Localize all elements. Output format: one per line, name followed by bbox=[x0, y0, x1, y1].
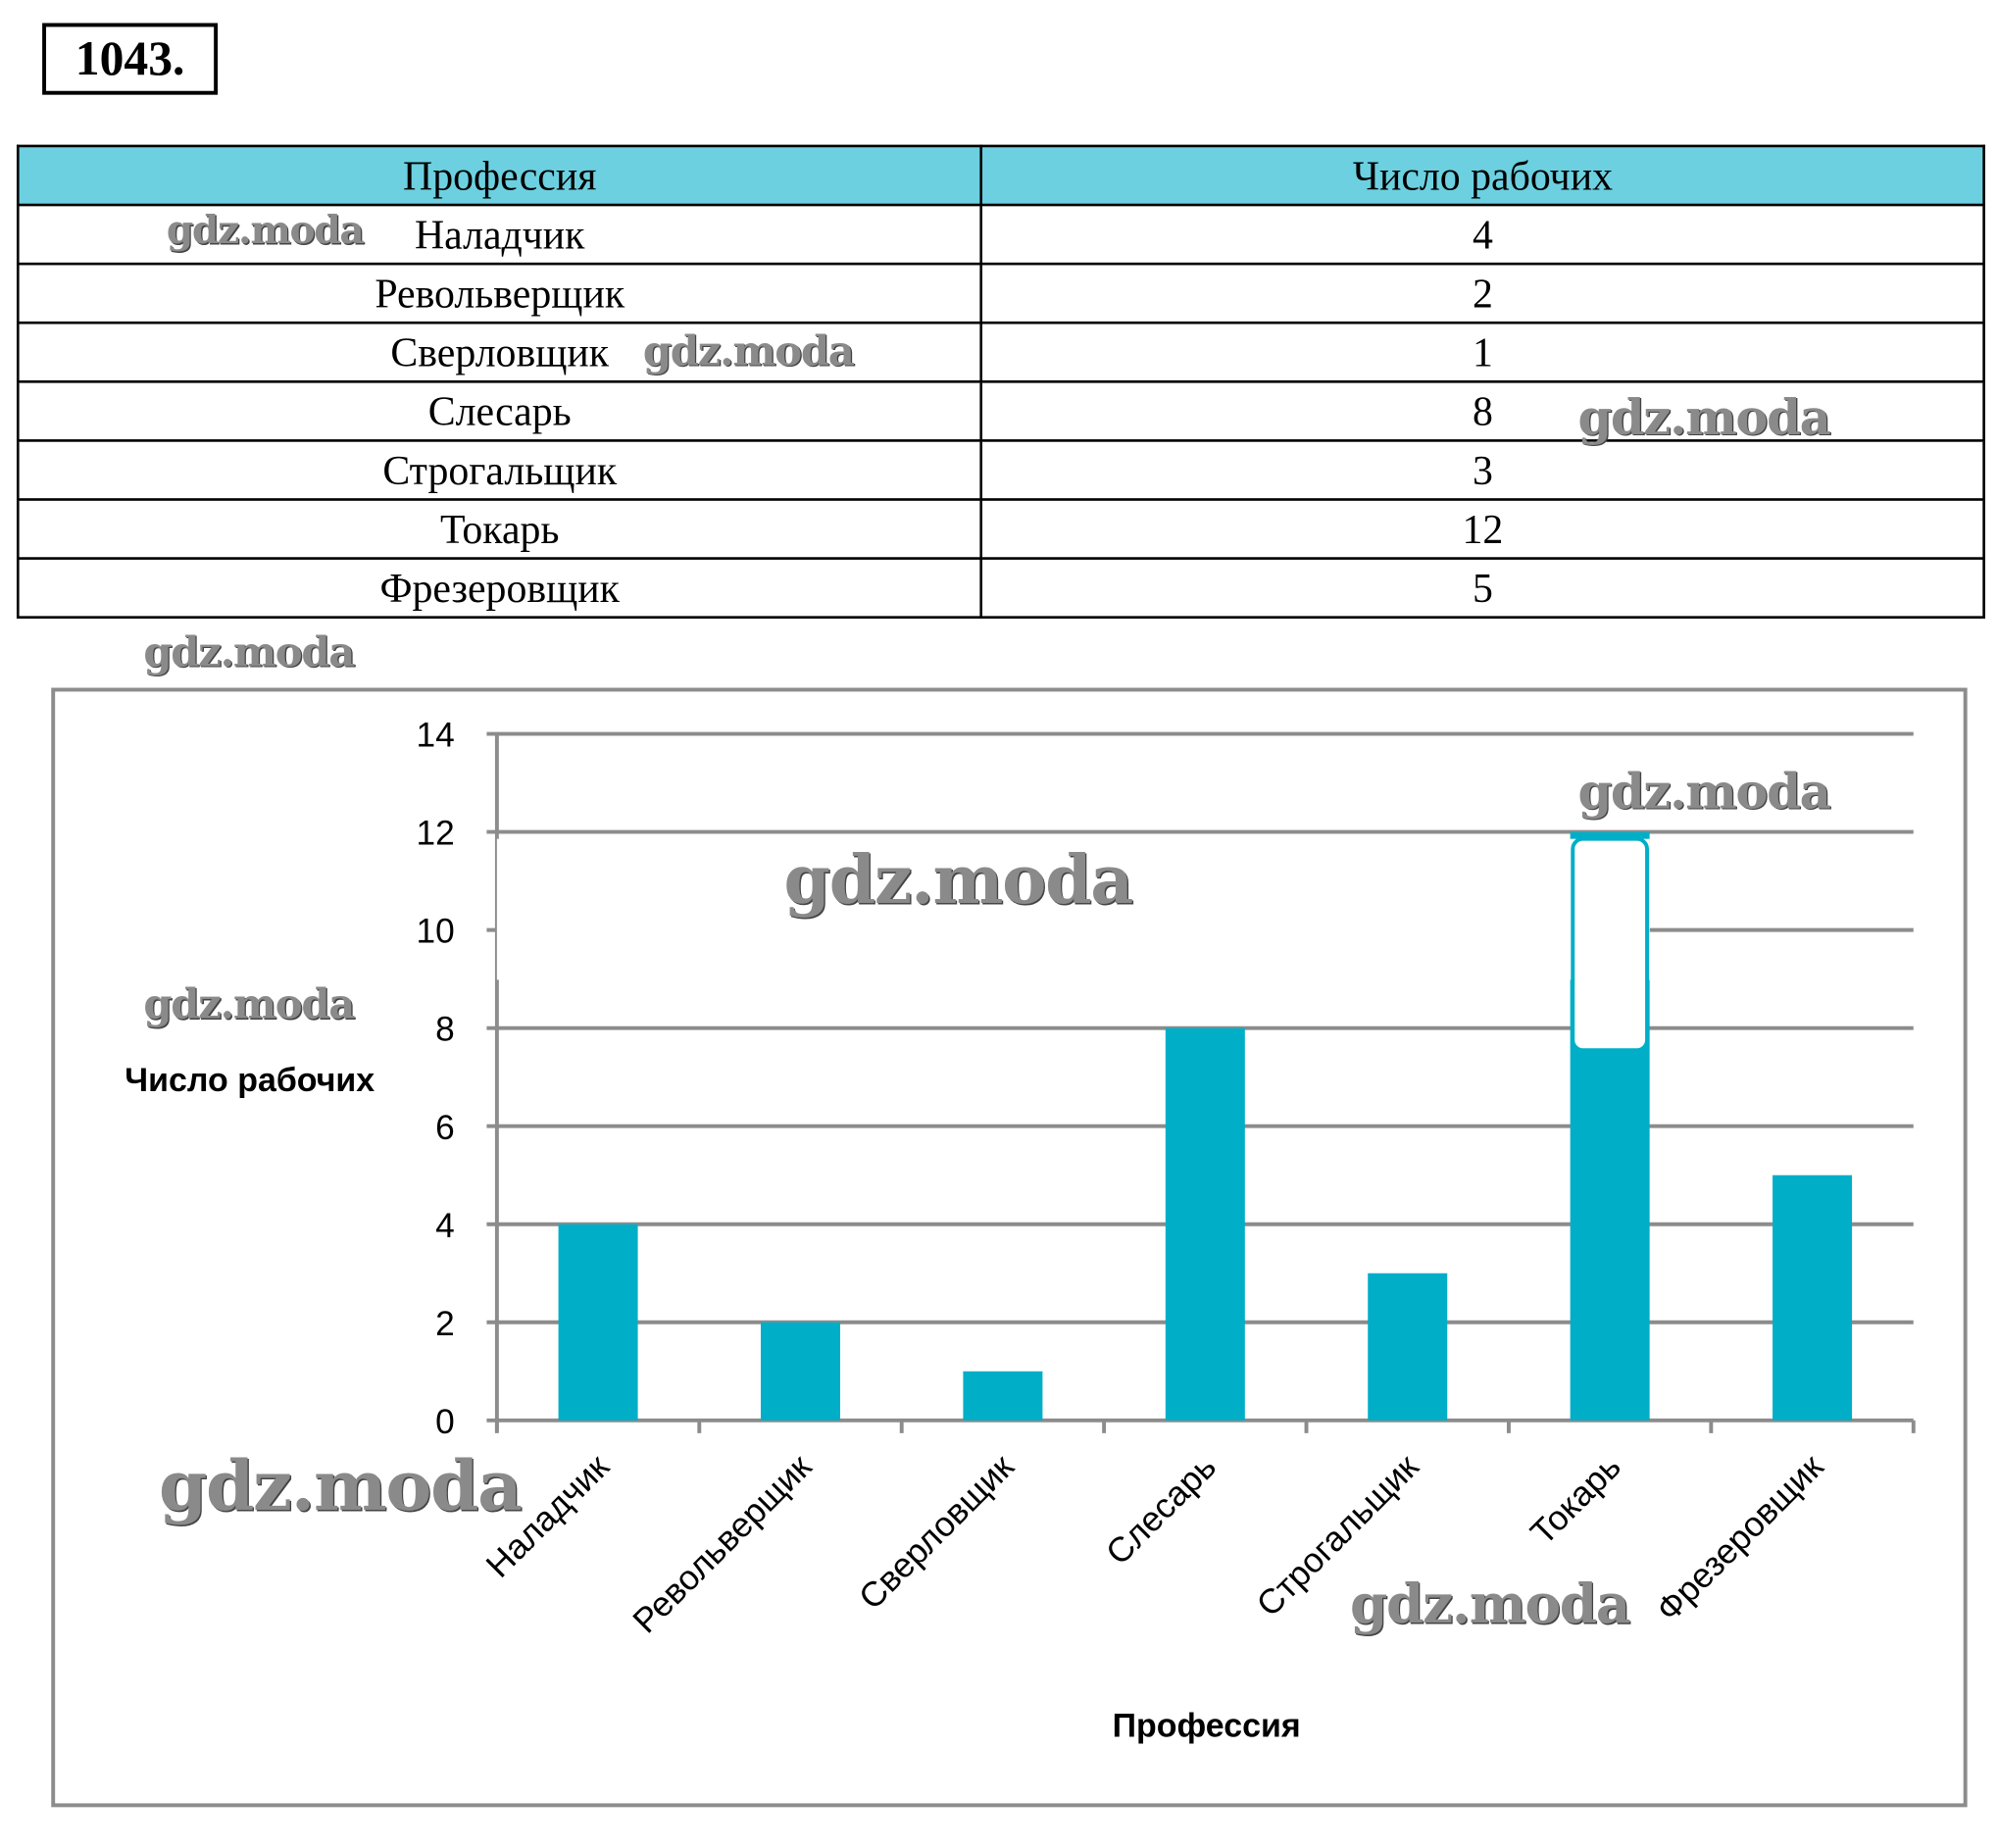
cell-profession: Строгальщик bbox=[16, 439, 983, 501]
y-tick-label: 0 bbox=[435, 1403, 455, 1441]
y-tick-label: 10 bbox=[417, 913, 455, 951]
watermark: gdz.moda bbox=[166, 208, 365, 254]
bar bbox=[761, 1322, 840, 1421]
cell-workers: 5 bbox=[979, 557, 1985, 619]
cell-workers: 8 bbox=[979, 380, 1985, 442]
header-profession: Профессия bbox=[16, 144, 983, 207]
watermark: gdz.moda bbox=[1577, 387, 1830, 446]
watermark: gdz.moda bbox=[642, 326, 855, 375]
watermark: gdz.moda bbox=[783, 841, 1134, 920]
cell-profession: Сверловщик bbox=[16, 321, 983, 383]
x-tick-label: Слесарь bbox=[1099, 1448, 1224, 1573]
cell-workers: 12 bbox=[979, 498, 1985, 560]
y-tick-label: 4 bbox=[435, 1207, 455, 1245]
table-row: Сверловщик 1 bbox=[16, 321, 1985, 383]
x-tick-label: Фрезеровщик bbox=[1649, 1447, 1830, 1628]
y-tick-label: 14 bbox=[417, 717, 455, 755]
x-tick-label: Револьверщик bbox=[625, 1447, 819, 1640]
watermark: gdz.moda bbox=[143, 979, 355, 1029]
cell-workers: 3 bbox=[979, 439, 1985, 501]
x-axis-title: Профессия bbox=[1113, 1707, 1301, 1744]
watermark: gdz.moda bbox=[1349, 1573, 1630, 1636]
table-row: Фрезеровщик 5 bbox=[16, 557, 1985, 619]
watermark: gdz.moda bbox=[1577, 762, 1830, 821]
erased-area bbox=[496, 838, 1650, 980]
cell-workers: 1 bbox=[979, 321, 1985, 383]
y-tick-label: 2 bbox=[435, 1305, 455, 1343]
bar bbox=[558, 1224, 638, 1421]
table-row: Токарь 12 bbox=[16, 498, 1985, 560]
problem-number: 1043. bbox=[42, 23, 219, 95]
table-row: Слесарь 8 bbox=[16, 380, 1985, 442]
cell-workers: 2 bbox=[979, 262, 1985, 325]
header-workers: Число рабочих bbox=[979, 144, 1985, 207]
table-row: Наладчик 4 bbox=[16, 203, 1985, 266]
x-tick-label: Сверловщик bbox=[852, 1447, 1022, 1617]
x-tick-label: Токарь bbox=[1523, 1448, 1628, 1553]
y-tick-label: 12 bbox=[417, 815, 455, 853]
bar bbox=[963, 1371, 1043, 1421]
cell-profession: Токарь bbox=[16, 498, 983, 560]
y-tick-label: 8 bbox=[435, 1011, 455, 1049]
cell-profession: Наладчик bbox=[16, 203, 983, 266]
cell-workers: 4 bbox=[979, 203, 1985, 266]
bar bbox=[1165, 1027, 1245, 1421]
cell-profession: Револьверщик bbox=[16, 262, 983, 325]
data-table: Профессия Число рабочих Наладчик 4 Револьв… bbox=[16, 144, 1985, 619]
y-axis-title: Число рабочих bbox=[125, 1062, 375, 1099]
cell-profession: Слесарь bbox=[16, 380, 983, 442]
table-row: Револьверщик 2 bbox=[16, 262, 1985, 325]
y-tick-label: 6 bbox=[435, 1109, 455, 1147]
bar bbox=[1368, 1273, 1448, 1421]
bar bbox=[1773, 1174, 1853, 1421]
watermark: gdz.moda bbox=[158, 1444, 523, 1527]
table-row: Строгальщик 3 bbox=[16, 439, 1985, 501]
chart-frame bbox=[51, 687, 1968, 1808]
erased-area bbox=[1571, 836, 1649, 1053]
watermark: gdz.moda bbox=[143, 627, 355, 676]
cell-profession: Фрезеровщик bbox=[16, 557, 983, 619]
